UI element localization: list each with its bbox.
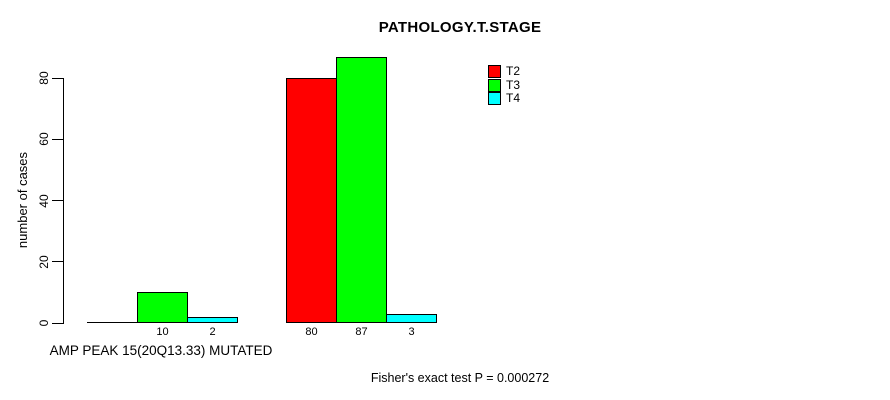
y-axis-tick <box>52 77 63 79</box>
fisher-test-annotation: Fisher's exact test P = 0.000272 <box>370 371 550 385</box>
legend-label-t4: T4 <box>506 91 521 105</box>
bar-value-label: 2 <box>209 326 216 338</box>
legend-swatch-t3 <box>488 78 501 92</box>
y-tick-label: 40 <box>37 193 51 208</box>
bar-t3-group1 <box>137 292 188 323</box>
y-tick-label: 80 <box>37 71 51 85</box>
legend: T2 T3 T4 <box>488 65 608 110</box>
x-axis-group-label: AMP PEAK 15(20Q13.33) MUTATED <box>49 343 273 358</box>
y-axis-title: number of cases <box>15 151 30 249</box>
legend-label-t3: T3 <box>506 77 521 92</box>
legend-swatch-t4 <box>488 92 501 105</box>
legend-label-t2: T2 <box>506 64 521 78</box>
bar-t2-group2 <box>286 78 337 323</box>
y-tick-label: 60 <box>37 132 51 146</box>
y-tick-label: 0 <box>37 319 51 327</box>
bar-value-label: 10 <box>156 326 169 338</box>
y-axis-line <box>63 78 64 324</box>
y-axis-tick <box>52 138 63 140</box>
y-axis-tick <box>52 200 63 201</box>
bar-value-label: 87 <box>355 326 368 338</box>
legend-swatch-t2 <box>488 65 501 78</box>
y-tick-label: 20 <box>37 255 51 269</box>
bar-t2-group1 <box>87 322 138 323</box>
chart-title: PATHOLOGY.T.STAGE <box>378 19 542 36</box>
y-axis-tick <box>52 261 63 263</box>
y-axis-tick <box>52 322 63 324</box>
bar-value-label: 80 <box>305 326 318 338</box>
bar-value-label: 3 <box>408 326 415 338</box>
bar-t3-group2 <box>336 57 387 323</box>
bar-t4-group2 <box>386 314 437 323</box>
bar-t4-group1 <box>187 317 238 323</box>
